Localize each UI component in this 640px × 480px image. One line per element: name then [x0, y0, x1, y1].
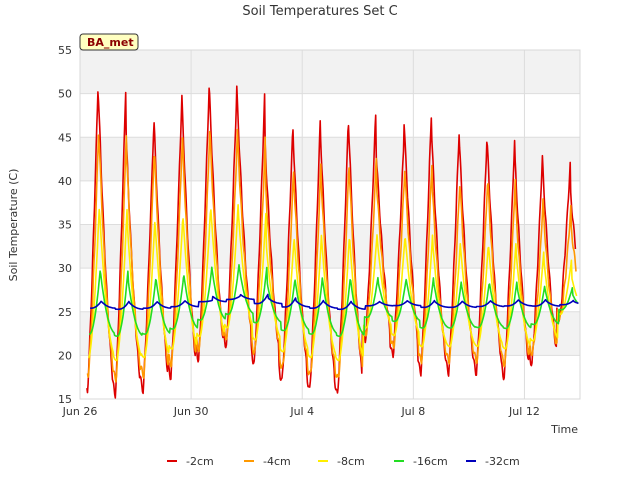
- chart-title: Soil Temperatures Set C: [242, 4, 397, 19]
- y-tick-label: 45: [58, 131, 72, 144]
- y-tick-label: 40: [58, 175, 72, 188]
- y-tick-label: 55: [58, 44, 72, 57]
- x-tick-label: Jun 30: [173, 405, 209, 418]
- x-tick-label: Jul 12: [508, 405, 540, 418]
- legend: -2cm -4cm -8cm -16cm -32cm: [167, 455, 520, 468]
- station-badge-label: BA_met: [87, 36, 134, 49]
- x-tick-label: Jun 26: [62, 405, 98, 418]
- y-tick-label: 50: [58, 88, 72, 101]
- y-tick-label: 30: [58, 262, 72, 275]
- station-badge-box: [79, 33, 139, 51]
- y-axis-label: Soil Temperature (C): [7, 169, 20, 282]
- legend-label: -8cm: [337, 455, 365, 468]
- series-lines: [86, 85, 579, 399]
- series-line-minus-32cm: [89, 293, 579, 311]
- series-line-minus-16cm: [88, 264, 579, 337]
- legend-label: -4cm: [263, 455, 291, 468]
- legend-label: -2cm: [186, 455, 214, 468]
- x-axis: Jun 26 Jun 30 Jul 4 Jul 8 Jul 12: [62, 405, 540, 418]
- x-tick-label: Jul 4: [289, 405, 314, 418]
- plot-band: [80, 224, 580, 269]
- legend-label: -16cm: [413, 455, 448, 468]
- y-tick-label: 15: [58, 393, 72, 406]
- y-axis: 15 20 25 30 35 40 45 50 55: [58, 44, 72, 406]
- y-tick-label: 35: [58, 219, 72, 232]
- plot-band: [80, 137, 580, 181]
- x-axis-label: Time: [550, 423, 578, 436]
- plot-band: [80, 50, 580, 94]
- legend-label: -32cm: [485, 455, 520, 468]
- plot-area: [79, 49, 581, 400]
- y-tick-label: 25: [58, 306, 72, 319]
- x-tick-label: Jul 8: [400, 405, 425, 418]
- y-tick-label: 20: [58, 349, 72, 362]
- series-line-minus-4cm: [86, 128, 577, 383]
- station-badge: BA_met: [79, 33, 139, 51]
